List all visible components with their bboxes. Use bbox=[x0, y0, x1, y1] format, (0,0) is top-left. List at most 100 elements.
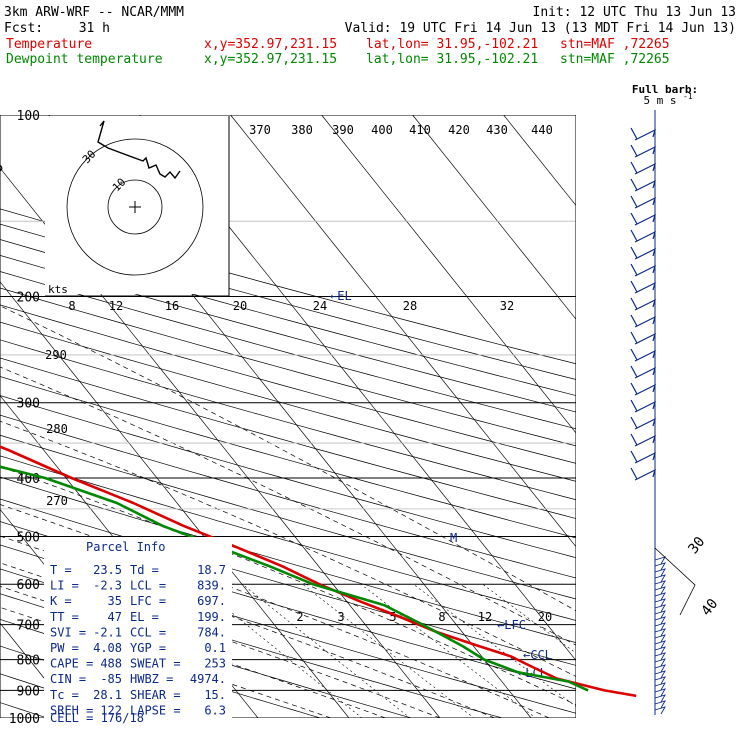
mixing-ratio-line bbox=[302, 583, 475, 718]
parcel-param-value: 4974. bbox=[190, 672, 226, 686]
isotherm-label: 40 bbox=[698, 596, 721, 619]
parcel-param-value: -2.3 bbox=[93, 579, 122, 593]
pressure-tick-label: 200 bbox=[17, 291, 40, 306]
theta-label: 430 bbox=[486, 123, 508, 137]
wind-barb-icon bbox=[634, 230, 656, 243]
pressure-tick-label: 300 bbox=[17, 397, 40, 412]
fcst-value: 31 h bbox=[79, 21, 110, 36]
mixing-ratio-label: 2 bbox=[296, 610, 303, 624]
parcel-param-name: Td = bbox=[130, 563, 159, 577]
theta-label: 290 bbox=[45, 348, 67, 362]
wind-barb-icon bbox=[634, 298, 656, 311]
parcel-param-value: 28.1 bbox=[93, 688, 122, 702]
parcel-param-value: 35 bbox=[108, 594, 122, 608]
mixing-ratio-line bbox=[196, 583, 363, 718]
wind-barb-icon bbox=[634, 179, 656, 192]
hodograph-trace bbox=[97, 120, 181, 180]
parcel-param-name: CAPE = bbox=[50, 657, 93, 671]
wind-barb-icon bbox=[634, 332, 656, 345]
parcel-param-name: SREH = bbox=[50, 703, 93, 717]
isotherm-line bbox=[0, 167, 441, 718]
pressure-tick-label: 600 bbox=[17, 578, 40, 593]
dry-adiabat-line bbox=[0, 223, 576, 380]
theta-label: 440 bbox=[531, 123, 553, 137]
wind-barb-icon bbox=[654, 700, 666, 709]
dry-adiabat-line bbox=[0, 498, 576, 666]
mixing-ratio-label: 8 bbox=[438, 610, 445, 624]
wind-barb-icon bbox=[634, 349, 656, 362]
chart-header: 3km ARW-WRF -- NCAR/MMM Init: 12 UTC Thu… bbox=[4, 5, 736, 107]
wind-barb-icon bbox=[654, 682, 666, 691]
pressure-tick-label: 800 bbox=[17, 654, 40, 669]
level-marker-m: M bbox=[450, 531, 457, 545]
dry-adiabat-line bbox=[0, 271, 576, 430]
parcel-info-panel: Parcel Info T = 23.5 Td = 18.7 LI = -2.3 LCL =… bbox=[44, 537, 232, 725]
hodograph-speed-label: 28 bbox=[403, 299, 417, 313]
isotherm-line bbox=[503, 115, 576, 207]
theta-label: 280 bbox=[46, 422, 68, 436]
wind-barb-icon bbox=[634, 162, 656, 175]
parcel-param-value: 0.1 bbox=[204, 641, 226, 655]
wind-barb-icon bbox=[634, 366, 656, 379]
hodograph-speed-label: 12 bbox=[109, 299, 123, 313]
wind-barb-icon bbox=[654, 646, 666, 655]
legend-temperature-stn: stn=MAF ,72265 bbox=[560, 37, 670, 52]
dry-adiabat-line bbox=[0, 673, 140, 718]
parcel-param-name: HWBZ = bbox=[130, 672, 173, 686]
model-title: 3km ARW-WRF -- NCAR/MMM bbox=[4, 5, 184, 20]
legend-dewpoint-xy: x,y=352.97,231.15 bbox=[204, 52, 337, 67]
parcel-param-name: TT = bbox=[50, 610, 79, 624]
wind-barb-icon bbox=[634, 434, 656, 447]
dry-adiabat-line bbox=[0, 304, 576, 464]
isotherm-line bbox=[321, 115, 576, 434]
dry-adiabat-line bbox=[0, 593, 413, 718]
wind-barb-icon bbox=[634, 281, 656, 294]
dry-adiabat-line bbox=[0, 357, 576, 519]
temperature-trace bbox=[0, 445, 637, 698]
wind-barb-icon bbox=[654, 652, 666, 661]
diagram-background-lines bbox=[0, 115, 576, 718]
wind-barb-icon bbox=[634, 400, 656, 413]
legend-dewpoint-latlon: lat,lon= 31.95,-102.21 bbox=[366, 52, 538, 67]
barb-legend-exponent: -1 bbox=[683, 92, 693, 101]
isotherm-label: 0 bbox=[0, 159, 7, 176]
pressure-tick-label: 900 bbox=[17, 684, 40, 699]
wind-barb-icon bbox=[654, 688, 666, 697]
wind-barb-icon bbox=[654, 628, 666, 637]
dry-adiabat-line bbox=[0, 255, 576, 413]
hodograph-speed-label: 32 bbox=[500, 299, 514, 313]
isotherm-line bbox=[0, 281, 350, 718]
wind-barb-icon bbox=[654, 676, 666, 685]
dry-adiabat-line bbox=[0, 414, 576, 579]
parcel-info-background bbox=[44, 537, 232, 723]
wind-barb-icon bbox=[634, 315, 656, 328]
wind-barb-icon bbox=[654, 640, 666, 649]
mixing-ratio-line bbox=[482, 583, 576, 654]
parcel-info-title: Parcel Info bbox=[86, 540, 165, 554]
parcel-param-name: Tc = bbox=[50, 688, 79, 702]
parcel-param-value: 784. bbox=[197, 625, 226, 639]
moist-adiabat-line bbox=[0, 420, 576, 677]
dry-adiabat-line bbox=[0, 339, 576, 501]
mixing-ratio-line bbox=[413, 583, 576, 707]
legend-dewpoint-name: Dewpoint temperature bbox=[6, 52, 163, 67]
mixing-ratio-label: 20 bbox=[538, 610, 552, 624]
parcel-param-name: YGP = bbox=[130, 641, 166, 655]
parcel-param-name: PW = bbox=[50, 641, 79, 655]
barb-legend-line2: 5 m s bbox=[643, 94, 676, 107]
parcel-cell: CELL = 176/18 bbox=[50, 711, 144, 725]
parcel-param-value: 15. bbox=[204, 688, 226, 702]
dry-adiabat-line bbox=[0, 287, 576, 447]
wind-barbs bbox=[630, 110, 696, 715]
parcel-param-value: 199. bbox=[197, 610, 226, 624]
parcel-param-value: 253 bbox=[204, 657, 226, 671]
theta-label: 400 bbox=[371, 123, 393, 137]
wind-barb-icon bbox=[654, 622, 666, 631]
wind-barb-icon bbox=[654, 568, 666, 577]
valid-time: Valid: 19 UTC Fri 14 Jun 13 (13 MDT Fri … bbox=[345, 21, 736, 36]
theta-label: 370 bbox=[249, 123, 271, 137]
wind-barb-icon bbox=[634, 128, 656, 141]
wind-barb-icon bbox=[654, 586, 666, 595]
parcel-param-value: 697. bbox=[197, 594, 226, 608]
